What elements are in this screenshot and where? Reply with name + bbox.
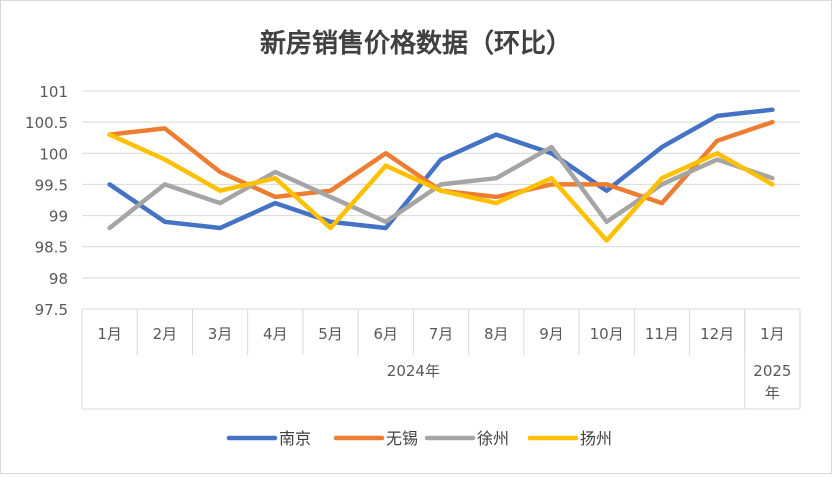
y-tick-label: 98.5 [35, 239, 68, 257]
legend-label: 徐州 [477, 429, 509, 448]
year-group-label: 年 [765, 384, 780, 402]
y-tick-label: 98 [49, 270, 68, 288]
x-tick-label: 10月 [590, 325, 624, 343]
x-tick-label: 2月 [153, 325, 178, 343]
y-axis: 97.5 98 98.5 99 99.5 100 100.5 101 [25, 83, 68, 319]
y-tick-label: 100.5 [25, 114, 68, 132]
year-group-label: 2024年 [387, 362, 440, 380]
y-tick-label: 99 [49, 208, 68, 226]
x-axis: 1月 2月 3月 4月 5月 6月 7月 8月 9月 10月 11月 12月 1月 2024年 2025 年 [81, 309, 801, 410]
y-tick-label: 101 [39, 83, 68, 101]
series-line-2 [107, 144, 775, 231]
y-tick-label: 100 [39, 145, 68, 163]
x-tick-label: 4月 [263, 325, 288, 343]
x-tick-label: 7月 [429, 325, 454, 343]
chart-title: 新房销售价格数据（环比） [260, 28, 572, 59]
legend-label: 无锡 [386, 429, 418, 448]
x-tick-label: 12月 [700, 325, 734, 343]
legend-label: 南京 [279, 429, 311, 448]
legend-label: 扬州 [580, 429, 612, 448]
series-line-0 [107, 107, 775, 231]
x-tick-label: 8月 [484, 325, 509, 343]
x-tick-label: 1月 [97, 325, 122, 343]
y-tick-label: 97.5 [35, 301, 68, 319]
legend: 南京 无锡 徐州 扬州 [226, 429, 612, 448]
x-tick-label: 5月 [318, 325, 343, 343]
y-tick-label: 99.5 [35, 176, 68, 194]
year-group-label: 2025 [753, 362, 791, 380]
series-lines [107, 107, 775, 243]
x-tick-label: 9月 [539, 325, 564, 343]
x-tick-label: 11月 [645, 325, 679, 343]
series-line-3 [107, 132, 775, 243]
x-tick-label: 6月 [373, 325, 398, 343]
x-tick-label: 1月 [760, 325, 785, 343]
x-tick-label: 3月 [208, 325, 233, 343]
